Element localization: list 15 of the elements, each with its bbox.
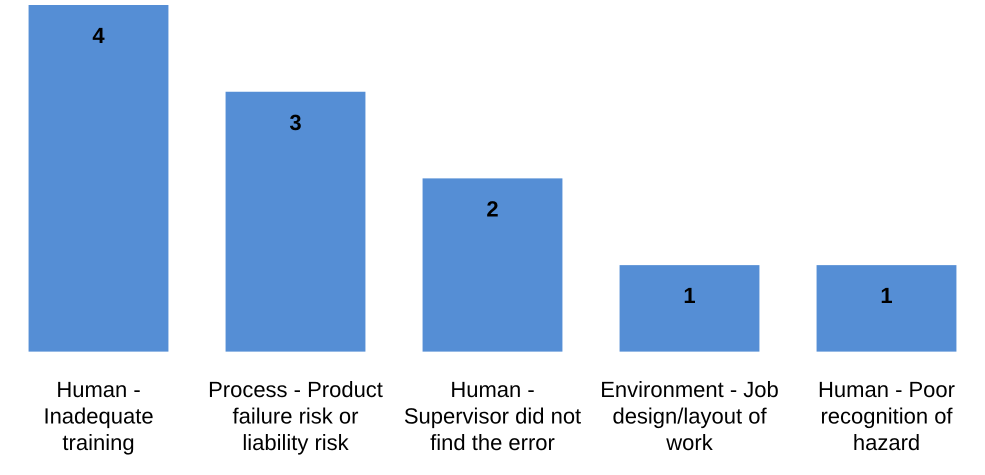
data-label: 1 [880,283,893,308]
data-label: 1 [683,283,696,308]
bar [422,178,562,352]
x-tick-label: Human - Poor recognition of hazard [818,377,955,455]
x-tick-label: Environment - Job design/layout of work [600,377,779,455]
bar [816,265,956,352]
bar [28,5,168,352]
bar [620,265,760,352]
data-label: 2 [486,196,499,222]
x-tick-label: Human - Inadequate training [43,377,154,455]
data-label: 3 [289,110,302,135]
data-label: 4 [92,23,106,48]
x-tick-label: Process - Product failure risk or liability risk [208,377,383,455]
x-tick-label: Human - Supervisor did not find the error [404,377,582,455]
bar [226,92,366,352]
